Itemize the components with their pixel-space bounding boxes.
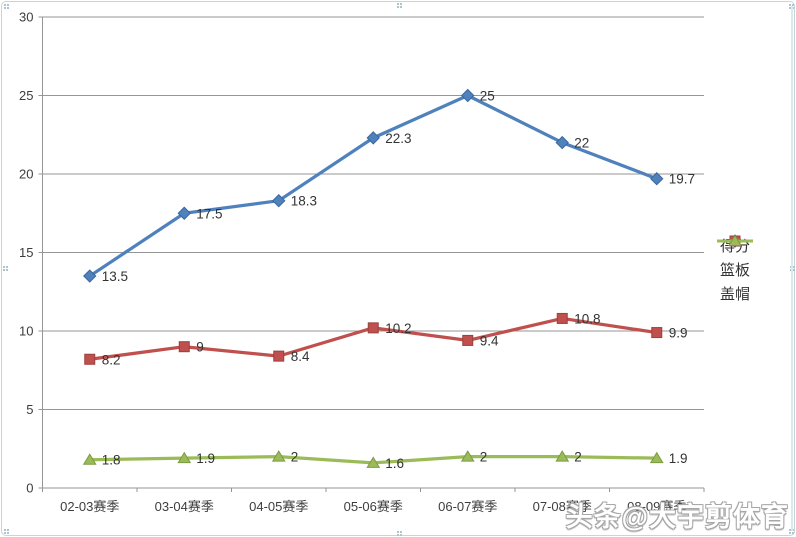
data-label-rebounds: 10.2 — [385, 321, 411, 336]
x-axis-category-label: 06-07赛季 — [438, 499, 497, 514]
marker-square — [178, 341, 190, 353]
data-label-blocks: 2 — [480, 450, 488, 465]
selection-handle-top-left[interactable] — [4, 4, 6, 6]
data-label-points: 13.5 — [102, 269, 128, 284]
data-label-rebounds: 8.4 — [291, 349, 310, 364]
x-axis-category-label: 08-09赛季 — [627, 499, 686, 514]
legend-label: 盖帽 — [720, 285, 751, 303]
selection-handle-bottom-right[interactable] — [789, 529, 791, 531]
selection-handle-middle-right[interactable] — [790, 266, 792, 268]
watermark-text: 头条@大宇剪体育 — [565, 502, 789, 532]
selection-handle-bottom-left[interactable] — [4, 529, 6, 531]
marker-triangle — [460, 450, 475, 462]
selection-handle-top-right[interactable] — [789, 4, 791, 6]
marker-square — [367, 322, 379, 334]
data-label-blocks: 1.8 — [102, 453, 121, 468]
y-axis-tick-label: 15 — [19, 245, 33, 260]
marker-triangle — [728, 234, 742, 246]
y-axis-tick-label: 20 — [19, 167, 33, 182]
x-axis-category-label: 07-08赛季 — [533, 499, 592, 514]
legend-item-rebounds[interactable]: 篮板 — [716, 235, 753, 281]
x-axis-category-label: 03-04赛季 — [155, 499, 214, 514]
legend-item-blocks[interactable]: 盖帽 — [716, 234, 753, 305]
data-label-rebounds: 9 — [196, 340, 204, 355]
marker-triangle — [82, 453, 97, 465]
marker-diamond — [177, 206, 191, 220]
y-axis-tick-label: 5 — [26, 402, 33, 417]
marker-diamond — [272, 193, 286, 208]
legend-label: 篮板 — [720, 261, 751, 279]
x-axis-category-label: 05-06赛季 — [344, 499, 403, 514]
marker-diamond — [83, 269, 97, 283]
marker-triangle — [271, 450, 286, 462]
marker-square — [651, 327, 663, 339]
marker-triangle — [366, 456, 381, 468]
data-label-points: 22 — [574, 136, 589, 151]
marker-triangle — [177, 451, 192, 464]
marker-square — [273, 350, 285, 362]
data-label-rebounds: 9.9 — [669, 326, 688, 341]
data-label-blocks: 1.9 — [196, 451, 215, 466]
data-label-rebounds: 8.2 — [102, 352, 121, 367]
y-axis-tick-label: 0 — [26, 481, 33, 496]
marker-diamond — [461, 88, 475, 103]
data-label-blocks: 2 — [291, 450, 299, 465]
data-label-points: 17.5 — [196, 206, 222, 221]
data-label-points: 25 — [480, 89, 495, 104]
data-label-points: 18.3 — [291, 194, 317, 209]
x-axis-category-label: 04-05赛季 — [249, 499, 308, 514]
marker-square — [84, 353, 96, 365]
selection-handle-top-middle[interactable] — [397, 3, 399, 5]
marker-square — [462, 334, 474, 346]
y-axis-tick-label: 30 — [19, 10, 33, 25]
chart-legend: 得分篮板盖帽 — [716, 233, 753, 305]
data-label-blocks: 1.9 — [669, 451, 688, 466]
data-label-rebounds: 9.4 — [480, 333, 499, 348]
data-label-rebounds: 10.8 — [574, 311, 600, 326]
marker-square — [556, 312, 568, 324]
marker-triangle — [555, 450, 570, 462]
series-line-points — [88, 93, 659, 278]
data-label-points: 22.3 — [385, 131, 411, 146]
legend-marker-blocks-icon — [717, 234, 753, 246]
y-axis-tick-label: 10 — [19, 324, 33, 339]
data-label-points: 19.7 — [669, 172, 695, 187]
marker-diamond — [366, 131, 380, 145]
selection-handle-middle-left[interactable] — [3, 266, 5, 268]
x-axis-category-label: 02-03赛季 — [60, 499, 119, 514]
marker-triangle — [649, 451, 664, 464]
marker-diamond — [555, 135, 569, 150]
selection-handle-bottom-middle[interactable] — [397, 531, 399, 533]
marker-diamond — [650, 172, 664, 186]
data-label-blocks: 1.6 — [385, 456, 404, 471]
data-label-blocks: 2 — [574, 450, 582, 465]
y-axis-tick-label: 25 — [19, 88, 33, 103]
